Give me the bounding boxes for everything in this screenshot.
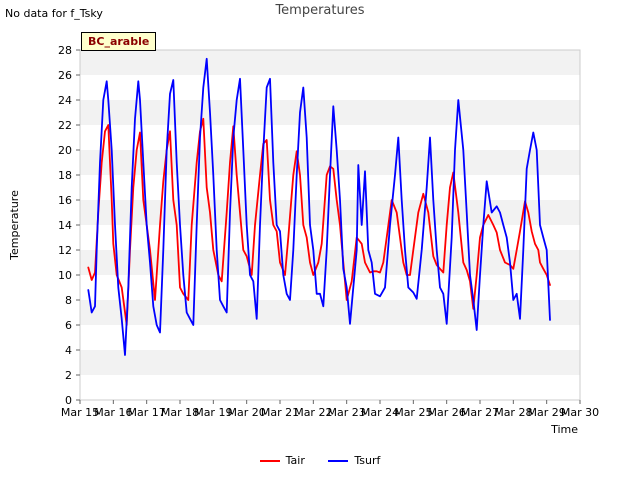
grid-band [80, 125, 580, 150]
grid-band [80, 325, 580, 350]
y-tick-label: 14 [58, 219, 72, 232]
y-tick-label: 2 [65, 369, 72, 382]
legend-item-tsurf: Tsurf [328, 454, 380, 467]
legend-swatch-tair [259, 460, 280, 462]
legend-item-tair: Tair [259, 454, 305, 467]
plot-background-bands [80, 50, 580, 400]
x-tick-label: Mar 30 [561, 406, 599, 419]
x-tick-label: Mar 15 [61, 406, 99, 419]
x-tick-label: Mar 25 [394, 406, 432, 419]
y-tick-label: 8 [65, 294, 72, 307]
grid-band [80, 300, 580, 325]
x-tick-label: Mar 27 [461, 406, 499, 419]
y-tick-label: 10 [58, 269, 72, 282]
x-tick-label: Mar 17 [128, 406, 166, 419]
x-tick-label: Mar 19 [194, 406, 232, 419]
x-tick-label: Mar 26 [428, 406, 466, 419]
y-tick-label: 28 [58, 44, 72, 57]
series-line-tair [87, 117, 551, 326]
series-lines [87, 57, 551, 356]
y-tick-label: 24 [58, 94, 72, 107]
x-tick-label: Mar 24 [361, 406, 399, 419]
y-tick-label: 0 [65, 394, 72, 407]
y-tick-label: 18 [58, 169, 72, 182]
y-tick-label: 22 [58, 119, 72, 132]
grid-band [80, 100, 580, 125]
x-tick-label: Mar 23 [328, 406, 366, 419]
legend-label-tair: Tair [285, 454, 305, 467]
legend: Tair Tsurf [0, 454, 640, 467]
grid-band [80, 75, 580, 100]
grid-band [80, 350, 580, 375]
x-axis-label: Time [550, 423, 578, 436]
x-tick-label: Mar 21 [261, 406, 299, 419]
y-tick-label: 4 [65, 344, 72, 357]
x-tick-label: Mar 20 [228, 406, 266, 419]
x-tick-label: Mar 22 [294, 406, 332, 419]
site-label-badge: BC_arable [81, 32, 157, 51]
series-line-tsurf [87, 57, 551, 356]
y-tick-label: 6 [65, 319, 72, 332]
no-data-note: No data for f_Tsky [5, 7, 103, 20]
chart-title: Temperatures [275, 3, 365, 18]
y-tick-label: 26 [58, 69, 72, 82]
x-tick-label: Mar 28 [494, 406, 532, 419]
grid-band [80, 50, 580, 75]
x-tick-label: Mar 16 [94, 406, 132, 419]
legend-label-tsurf: Tsurf [354, 454, 381, 467]
grid-band [80, 375, 580, 400]
grid-band [80, 200, 580, 225]
grid-band [80, 275, 580, 300]
x-tick-label: Mar 18 [161, 406, 199, 419]
y-axis-label: Temperature [8, 190, 21, 261]
x-tick-label: Mar 29 [528, 406, 566, 419]
y-tick-label: 16 [58, 194, 72, 207]
y-tick-label: 20 [58, 144, 72, 157]
y-tick-label: 12 [58, 244, 72, 257]
legend-swatch-tsurf [328, 460, 349, 462]
